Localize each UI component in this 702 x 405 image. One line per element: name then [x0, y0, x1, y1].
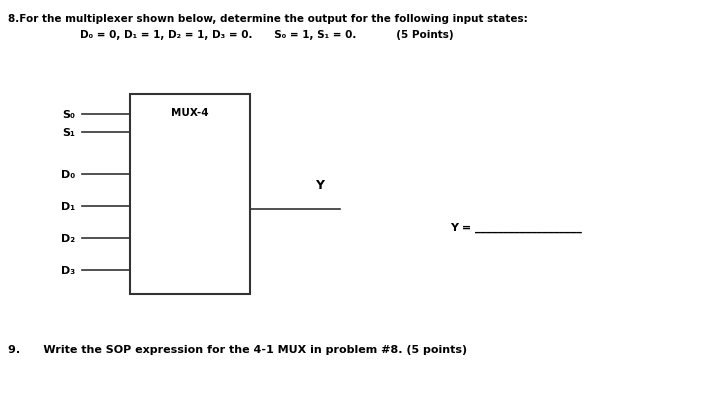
Text: S₁: S₁: [62, 128, 75, 138]
Text: Y = ___________________: Y = ___________________: [450, 222, 582, 232]
Text: MUX-4: MUX-4: [171, 108, 208, 118]
Text: 8.For the multiplexer shown below, determine the output for the following input : 8.For the multiplexer shown below, deter…: [8, 14, 528, 24]
Text: 9.      Write the SOP expression for the 4-1 MUX in problem #8. (5 points): 9. Write the SOP expression for the 4-1 …: [8, 344, 467, 354]
Text: D₁: D₁: [61, 202, 75, 211]
Text: D₃: D₃: [61, 265, 75, 275]
Text: D₀: D₀: [61, 170, 75, 179]
Bar: [130, 95, 250, 294]
Text: S₀: S₀: [62, 110, 75, 120]
Text: D₀ = 0, D₁ = 1, D₂ = 1, D₃ = 0.      S₀ = 1, S₁ = 0.           (5 Points): D₀ = 0, D₁ = 1, D₂ = 1, D₃ = 0. S₀ = 1, …: [80, 30, 453, 40]
Text: D₂: D₂: [61, 233, 75, 243]
Text: Y: Y: [315, 179, 324, 192]
